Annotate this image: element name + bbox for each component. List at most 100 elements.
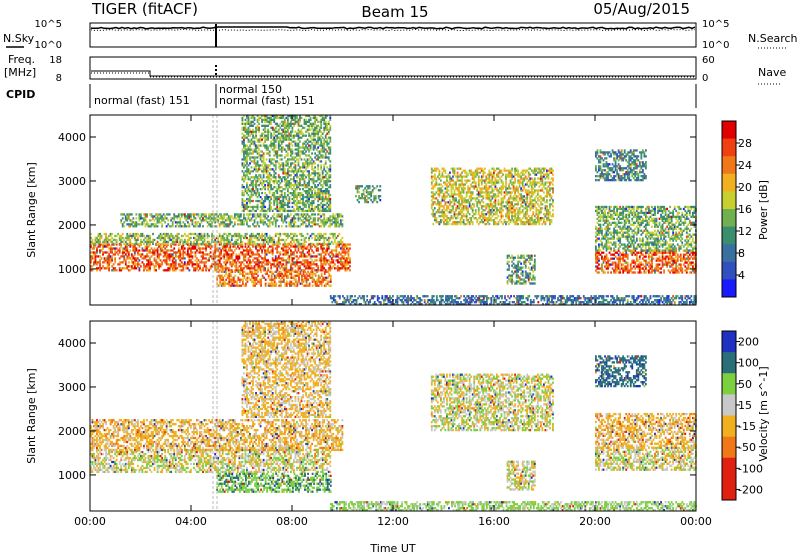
power-cell [250,253,253,256]
power-cell [291,156,294,159]
power-cell [286,134,289,137]
power-cell [179,257,182,260]
power-cell [286,251,289,254]
power-cell [282,199,285,203]
power-cell [265,124,268,127]
power-cell [238,272,241,275]
power-cell [256,140,259,143]
power-cell [449,209,451,212]
power-cell [135,242,138,246]
power-cell [296,142,298,145]
power-cell [335,217,338,220]
power-cell [236,242,239,246]
power-cell [285,234,288,238]
power-cell [320,130,323,133]
power-cell [362,189,365,192]
power-cell [141,257,144,260]
power-cell [441,199,444,202]
power-cell [317,138,320,141]
power-cell [286,154,289,157]
power-cell [430,205,433,208]
power-cell [320,263,323,266]
power-cell [321,114,324,118]
power-cell [276,259,279,262]
power-cell [311,242,313,246]
power-cell [90,257,92,260]
power-cell [150,225,153,228]
power-cell [343,265,345,268]
power-cell [279,278,282,281]
power-cell [250,219,253,222]
power-cell [285,245,288,248]
power-cell [249,209,251,213]
power-cell [280,195,283,199]
power-cell [197,259,200,262]
power-cell [430,167,433,170]
power-cell [274,186,277,189]
power-cell [255,199,257,203]
power-cell [339,263,342,266]
power-cell [439,203,442,206]
power-cell [332,215,335,218]
power-cell [296,116,298,120]
power-cell [302,170,304,173]
power-cell [317,247,320,250]
power-cell [247,118,250,122]
power-cell [146,265,148,268]
power-cell [273,219,276,222]
power-cell [443,199,445,202]
power-cell [321,267,324,270]
power-cell [439,189,442,192]
power-cell [250,232,253,236]
power-cell [282,188,285,191]
power-cell [150,223,153,226]
power-cell [291,267,294,270]
power-cell [202,247,204,250]
power-cell [324,219,327,222]
power-cell [126,255,129,258]
power-cell [285,253,288,256]
power-cell [194,255,197,258]
power-cell [103,245,106,248]
power-cell [308,180,310,183]
power-cell [261,178,263,181]
power-cell [186,221,189,224]
power-cell [303,182,306,185]
power-cell [455,217,457,220]
power-cell [238,234,241,238]
power-cell [278,272,281,275]
power-cell [283,134,286,137]
power-cell [208,253,210,256]
power-cell [253,148,256,151]
power-cell [138,249,141,252]
power-cell [324,223,327,226]
power-cell [279,238,282,242]
power-cell [167,236,170,240]
power-cell [268,209,271,213]
power-cell [326,261,329,264]
power-cell [308,191,310,195]
power-cell [165,213,168,216]
power-cell [220,251,223,254]
power-cell [197,251,200,254]
power-cell [203,265,206,268]
power-cell [149,225,151,228]
power-cell [289,152,292,155]
power-cell [261,205,263,209]
power-cell [262,247,265,250]
power-cell [297,186,300,189]
power-cell [293,134,295,137]
power-cell [212,263,215,266]
power-cell [168,269,171,272]
power-cell [321,242,324,246]
power-cell [208,269,210,272]
power-cell [439,211,442,214]
power-cell [297,209,300,213]
power-cell [218,251,221,254]
power-cell [320,219,323,222]
power-cell [294,148,297,151]
power-cell [344,245,347,248]
power-cell [244,148,247,151]
power-cell [215,263,218,266]
power-cell [253,144,256,147]
